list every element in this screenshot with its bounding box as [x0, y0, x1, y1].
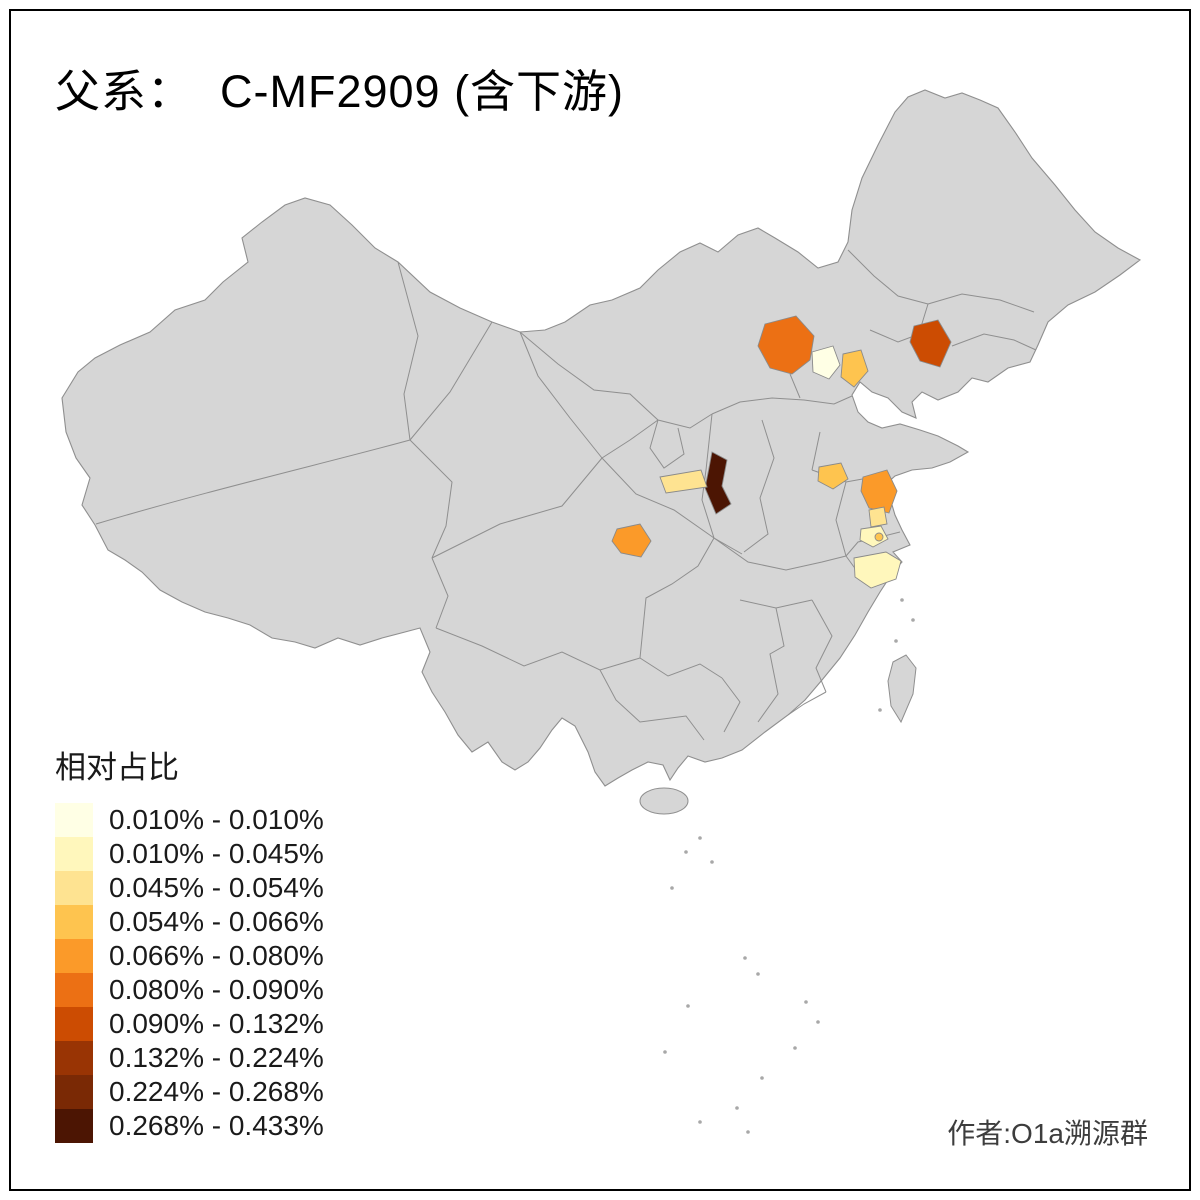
legend-swatch — [55, 1007, 93, 1041]
legend-swatch — [55, 939, 93, 973]
legend-item: 0.132% - 0.224% — [55, 1041, 324, 1075]
legend-item: 0.224% - 0.268% — [55, 1075, 324, 1109]
region-liaoning — [909, 319, 952, 368]
legend-swatch — [55, 837, 93, 871]
legend-swatch — [55, 973, 93, 1007]
legend-label: 0.090% - 0.132% — [109, 1008, 324, 1039]
legend-label: 0.054% - 0.066% — [109, 906, 324, 937]
legend-item: 0.090% - 0.132% — [55, 1007, 324, 1041]
legend-swatch — [55, 871, 93, 905]
region-tangshan — [840, 349, 869, 388]
region-shanxi-shaanxi-dark — [704, 451, 732, 515]
legend-swatch — [55, 1075, 93, 1109]
china-mainland-outline — [61, 89, 1142, 787]
legend-label: 0.268% - 0.433% — [109, 1110, 324, 1141]
map-title: 父系： C-MF2909 (含下游) — [55, 66, 625, 117]
taiwan-island — [887, 654, 917, 724]
legend-label: 0.045% - 0.054% — [109, 872, 324, 903]
region-beijing — [811, 345, 841, 380]
legend-label: 0.080% - 0.090% — [109, 974, 324, 1005]
region-shanghai-dot — [874, 532, 884, 542]
region-south-jiangsu — [868, 506, 888, 528]
hainan-island — [639, 787, 689, 815]
legend-swatch — [55, 803, 93, 837]
legend-item: 0.066% - 0.080% — [55, 939, 324, 973]
province-borders — [95, 249, 1037, 741]
legend-label: 0.224% - 0.268% — [109, 1076, 324, 1107]
region-north-zhejiang — [853, 551, 902, 589]
highlighted-regions — [611, 315, 952, 589]
region-chengdu — [611, 523, 652, 558]
legend-swatch — [55, 1041, 93, 1075]
region-shanghai-area — [859, 525, 889, 548]
region-central-jiangsu — [860, 469, 898, 514]
legend-swatch — [55, 905, 93, 939]
south-china-sea-islands — [663, 598, 915, 1134]
legend: 相对占比 0.010% - 0.010% 0.010% - 0.045% 0.0… — [55, 742, 324, 1143]
legend-title: 相对占比 — [55, 750, 179, 785]
legend-item: 0.080% - 0.090% — [55, 973, 324, 1007]
legend-item: 0.054% - 0.066% — [55, 905, 324, 939]
region-west-shanxi-strip — [659, 469, 708, 494]
legend-item: 0.268% - 0.433% — [55, 1109, 324, 1143]
legend-items: 0.010% - 0.010% 0.010% - 0.045% 0.045% -… — [55, 803, 324, 1143]
legend-swatch — [55, 1109, 93, 1143]
legend-label: 0.010% - 0.010% — [109, 804, 324, 835]
legend-item: 0.010% - 0.045% — [55, 837, 324, 871]
legend-label: 0.132% - 0.224% — [109, 1042, 324, 1073]
legend-label: 0.010% - 0.045% — [109, 838, 324, 869]
legend-label: 0.066% - 0.080% — [109, 940, 324, 971]
legend-item: 0.045% - 0.054% — [55, 871, 324, 905]
attribution: 作者:O1a溯源群 — [947, 1118, 1148, 1149]
region-northwest-hebei — [757, 315, 815, 375]
legend-item: 0.010% - 0.010% — [55, 803, 324, 837]
region-north-henan — [817, 462, 849, 490]
